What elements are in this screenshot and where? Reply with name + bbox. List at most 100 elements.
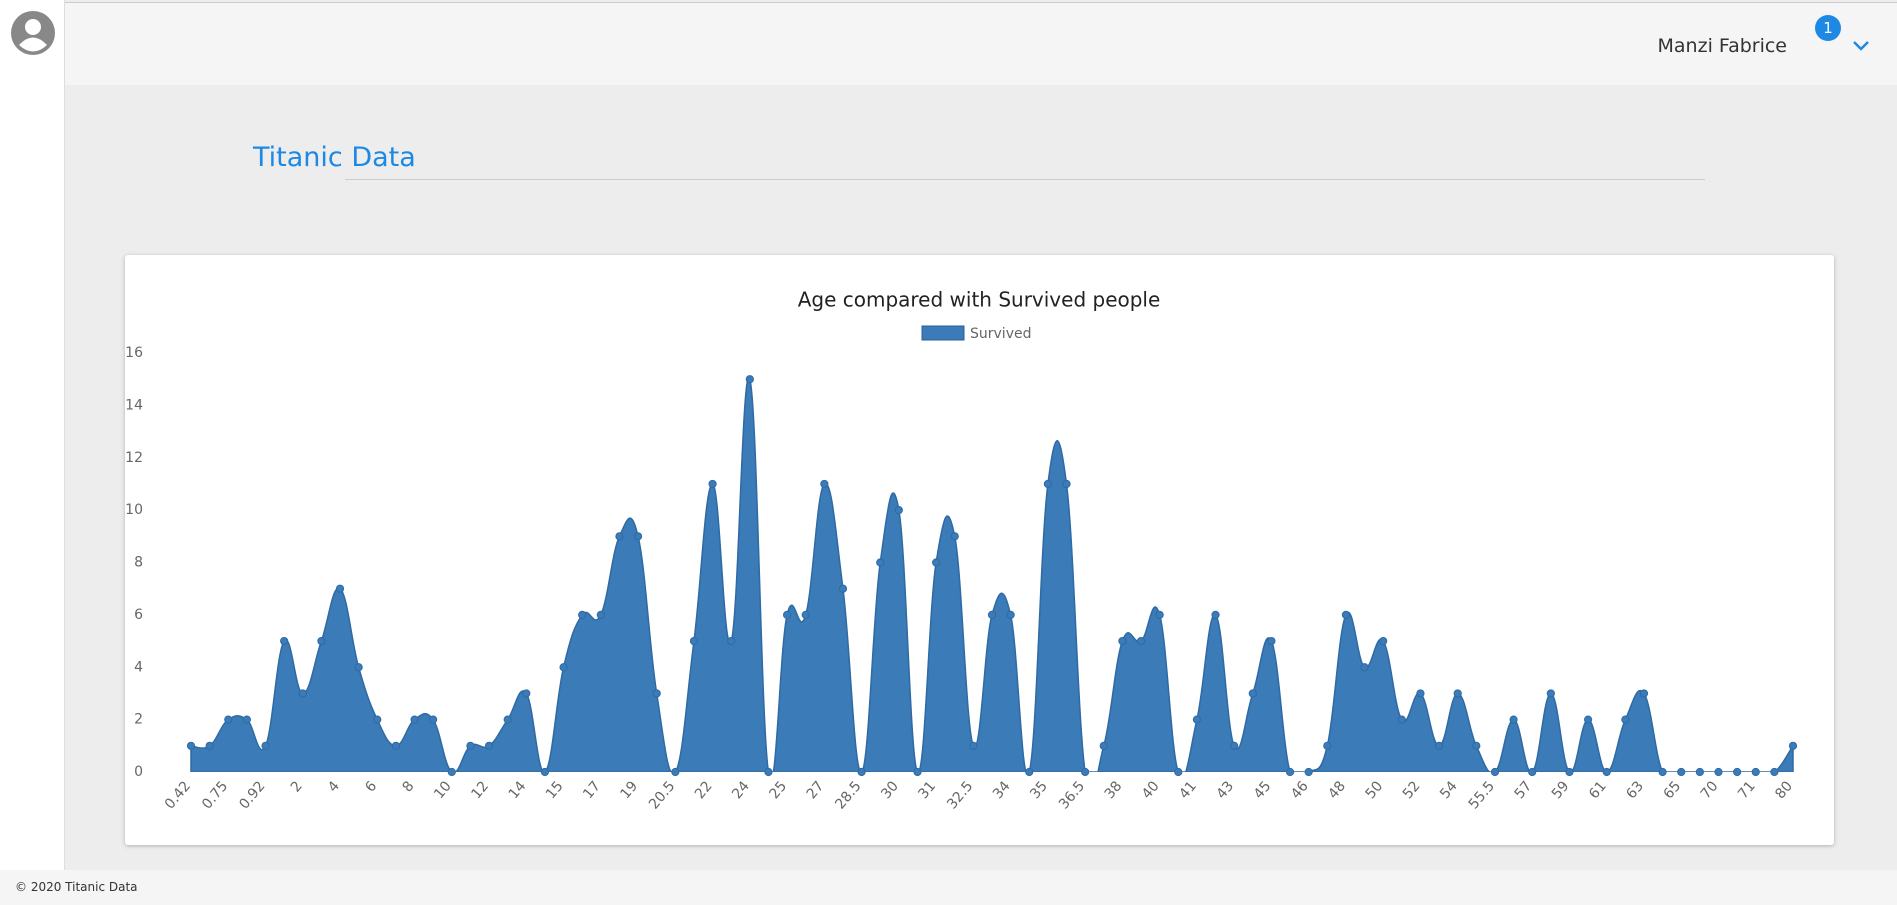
point <box>1025 767 1034 777</box>
point <box>1248 689 1257 698</box>
point <box>745 375 754 384</box>
x-tick-label: 70 <box>1698 778 1722 802</box>
point <box>317 636 326 646</box>
point <box>261 741 270 750</box>
point <box>671 767 680 777</box>
y-tick-label: 8 <box>134 555 143 571</box>
x-tick-label: 80 <box>1772 778 1796 802</box>
x-tick-label: 10 <box>431 778 455 802</box>
point <box>615 532 624 541</box>
point <box>559 663 568 672</box>
y-tick-label: 2 <box>134 712 143 728</box>
point <box>280 636 289 646</box>
point <box>932 558 941 567</box>
point <box>1677 767 1686 777</box>
x-tick-label: 24 <box>729 778 753 802</box>
legend-swatch <box>921 325 965 341</box>
point <box>950 532 959 541</box>
point <box>876 558 885 567</box>
x-tick-label: 55.5 <box>1466 778 1498 812</box>
point <box>1509 715 1518 724</box>
point <box>1397 715 1406 724</box>
dropdown-chevron[interactable] <box>1851 39 1871 53</box>
point <box>1136 636 1146 646</box>
point <box>335 584 345 593</box>
x-tick-label: 65 <box>1661 778 1685 802</box>
x-tick-label: 36.5 <box>1056 778 1088 812</box>
avatar[interactable] <box>10 10 74 74</box>
point <box>596 610 605 619</box>
point <box>1565 767 1574 777</box>
point <box>1285 767 1295 777</box>
notification-badge[interactable]: 1 <box>1815 15 1841 41</box>
legend-label: Survived <box>970 326 1031 342</box>
point <box>1118 636 1127 646</box>
point <box>689 636 699 646</box>
point <box>801 610 810 619</box>
page-title: Titanic Data <box>253 142 416 173</box>
point <box>242 715 251 724</box>
point <box>224 715 233 724</box>
point <box>1472 741 1481 750</box>
point <box>1770 767 1779 777</box>
x-tick-label: 57 <box>1512 778 1536 802</box>
point <box>578 610 587 619</box>
point <box>1155 610 1164 619</box>
title-rule <box>345 179 1705 180</box>
x-tick-label: 48 <box>1325 778 1349 802</box>
y-tick-label: 14 <box>125 397 143 413</box>
point <box>1099 741 1108 750</box>
x-tick-label: 8 <box>400 778 418 795</box>
point <box>894 506 903 515</box>
point <box>1360 663 1369 672</box>
point <box>1230 741 1239 750</box>
point <box>838 584 848 593</box>
point <box>633 532 643 541</box>
point <box>1788 741 1798 750</box>
point <box>503 715 512 724</box>
x-tick-label: 22 <box>692 778 716 802</box>
x-tick-label: 38 <box>1102 778 1126 802</box>
point <box>1546 689 1555 698</box>
x-tick-label: 46 <box>1288 778 1312 802</box>
point <box>913 767 922 777</box>
x-tick-label: 0.75 <box>199 778 231 812</box>
point <box>429 715 438 724</box>
topbar: Manzi Fabrice 1 <box>65 2 1897 85</box>
x-tick-label: 14 <box>506 778 530 802</box>
point <box>1714 767 1723 777</box>
x-tick-label: 52 <box>1400 778 1424 802</box>
point <box>1583 715 1593 724</box>
point <box>410 715 419 724</box>
point <box>1081 767 1090 777</box>
point <box>1639 689 1649 698</box>
point <box>1379 636 1388 646</box>
point <box>1434 741 1444 750</box>
x-tick-label: 12 <box>468 778 492 802</box>
point <box>1323 741 1332 750</box>
point <box>1658 767 1667 777</box>
point <box>373 715 382 724</box>
x-tick-label: 17 <box>580 778 604 802</box>
x-tick-label: 50 <box>1363 778 1387 802</box>
point <box>540 767 550 777</box>
x-tick-label: 20.5 <box>646 778 678 812</box>
user-name[interactable]: Manzi Fabrice <box>1657 35 1787 57</box>
x-tick-label: 0.42 <box>162 778 194 812</box>
y-tick-label: 6 <box>134 607 143 623</box>
point <box>1043 479 1052 489</box>
x-tick-label: 0.92 <box>236 778 268 812</box>
point <box>354 663 363 672</box>
y-tick-label: 10 <box>125 502 143 518</box>
point <box>1528 767 1537 777</box>
point <box>652 689 661 698</box>
x-tick-label: 6 <box>362 778 380 795</box>
point <box>764 767 773 777</box>
chart-title: Age compared with Survived people <box>798 288 1161 312</box>
x-tick-label: 25 <box>766 778 790 802</box>
footer: © 2020 Titanic Data <box>0 870 1897 905</box>
point <box>1006 610 1015 619</box>
point <box>857 767 866 777</box>
x-tick-label: 28.5 <box>832 778 864 812</box>
point <box>1341 610 1351 619</box>
